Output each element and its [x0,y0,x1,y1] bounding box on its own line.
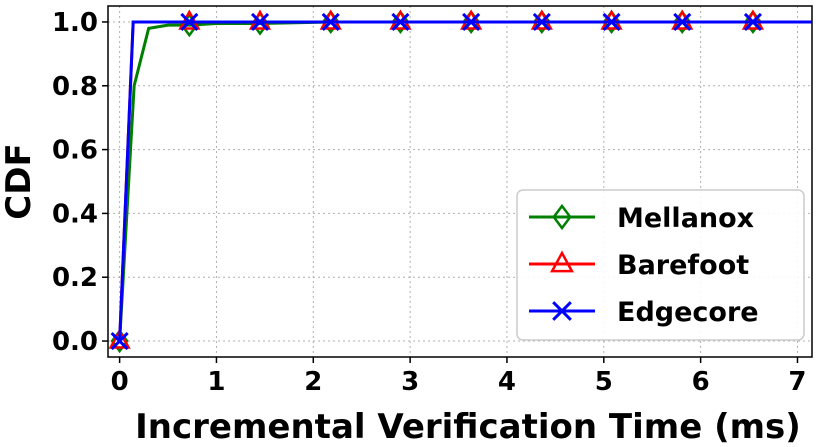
legend-entry-barefoot: Barefoot [529,250,749,281]
x-tick-label: 5 [595,367,613,397]
x-tick-label: 4 [498,367,516,397]
plot-frame [107,5,813,358]
x-axis-title: Incremental Verification Time (ms) [135,407,801,447]
x-tick-label: 6 [692,367,710,397]
y-tick-label: 1.0 [52,8,98,38]
x-tick-label: 0 [111,367,129,397]
axis-ticks: 0 1 2 3 4 5 6 7 0.0 0.2 0.4 0.6 0.8 1.0 [52,8,807,397]
marker-triangle [389,9,412,30]
series-line [118,20,812,342]
legend-entry-edgecore: Edgecore [529,297,759,328]
x-tick-label: 2 [304,367,322,397]
marker-x-stroke [532,12,551,32]
marker-x [391,12,410,32]
marker-x [552,301,572,321]
marker-triangle [549,250,575,273]
y-tick-label: 0.0 [52,327,98,357]
marker-x [673,12,692,32]
marker-x-stroke [552,301,572,321]
marker-x [532,12,551,32]
marker-x [602,12,621,32]
marker-diamond [552,203,572,231]
marker-triangle [460,9,483,30]
marker-x-stroke [250,12,270,32]
marker-x [743,12,762,32]
legend: Mellanox Barefoot Edgecore [516,189,805,341]
legend-label: Mellanox [617,203,754,234]
x-tick-label: 3 [401,367,419,397]
y-tick-label: 0.4 [52,199,98,229]
marker-x [250,12,270,32]
series-edgecore [110,12,812,351]
marker-x [462,12,481,32]
marker-triangle [600,9,623,30]
marker-x-stroke [462,12,481,32]
marker-triangle [671,9,694,30]
y-axis-title: CDF [0,143,39,219]
y-tick-label: 0.8 [52,72,98,102]
series-group [108,9,812,354]
marker-x-stroke [743,12,762,32]
marker-x-stroke [602,12,621,32]
marker-x [110,331,129,351]
marker-x-stroke [673,12,692,32]
y-tick-label: 0.2 [52,263,98,293]
marker-x [180,12,199,32]
marker-triangle [178,9,201,30]
legend-entry-mellanox: Mellanox [529,203,754,234]
legend-box [516,189,805,341]
legend-label: Barefoot [617,250,749,281]
marker-x-stroke [391,12,410,32]
marker-triangle [741,9,765,30]
legend-label: Edgecore [617,297,759,328]
x-tick-label: 7 [788,367,806,397]
marker-triangle [530,9,553,30]
marker-triangle [248,9,272,30]
y-tick-label: 0.6 [52,136,98,166]
x-tick-label: 1 [207,367,225,397]
marker-x-stroke [180,12,199,32]
marker-x [321,12,340,32]
marker-triangle [319,9,342,30]
marker-x-stroke [321,12,340,32]
marker-triangle [108,328,131,349]
marker-x-stroke [110,331,129,351]
